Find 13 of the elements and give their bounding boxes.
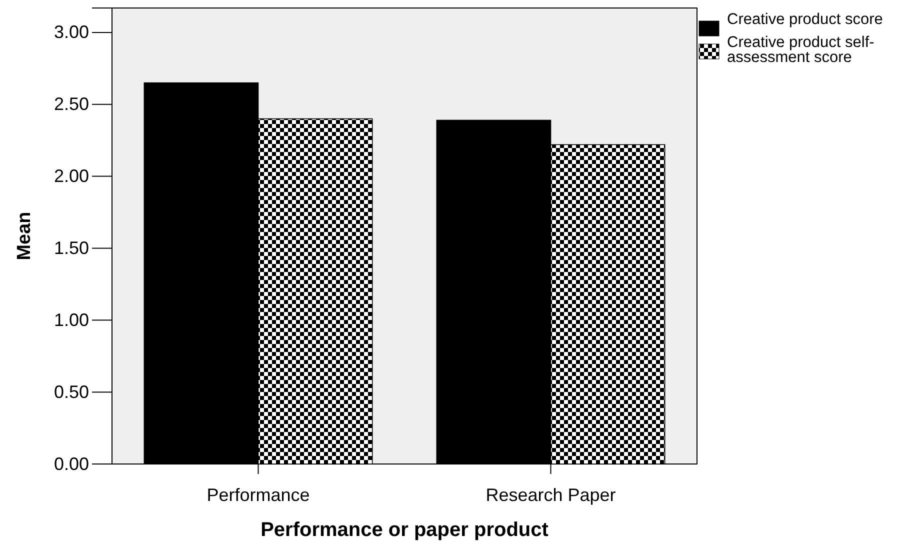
- y-tick-label: 1.50: [54, 238, 89, 258]
- y-tick-label: 1.00: [54, 310, 89, 330]
- legend-label: Creative product score: [727, 11, 883, 28]
- y-axis-title: Mean: [14, 212, 35, 260]
- x-axis-title: Performance or paper product: [260, 519, 549, 541]
- y-tick-label: 2.50: [54, 94, 89, 114]
- legend-label: Creative product self-assessment score: [727, 34, 874, 66]
- x-tick-label: Performance: [206, 484, 310, 505]
- y-tick-label: 0.50: [54, 382, 89, 402]
- y-tick-label: 0.00: [54, 454, 89, 474]
- y-tick-label: 3.00: [54, 22, 89, 42]
- x-tick-label: Research Paper: [486, 484, 616, 505]
- y-tick-label: 2.00: [54, 166, 89, 186]
